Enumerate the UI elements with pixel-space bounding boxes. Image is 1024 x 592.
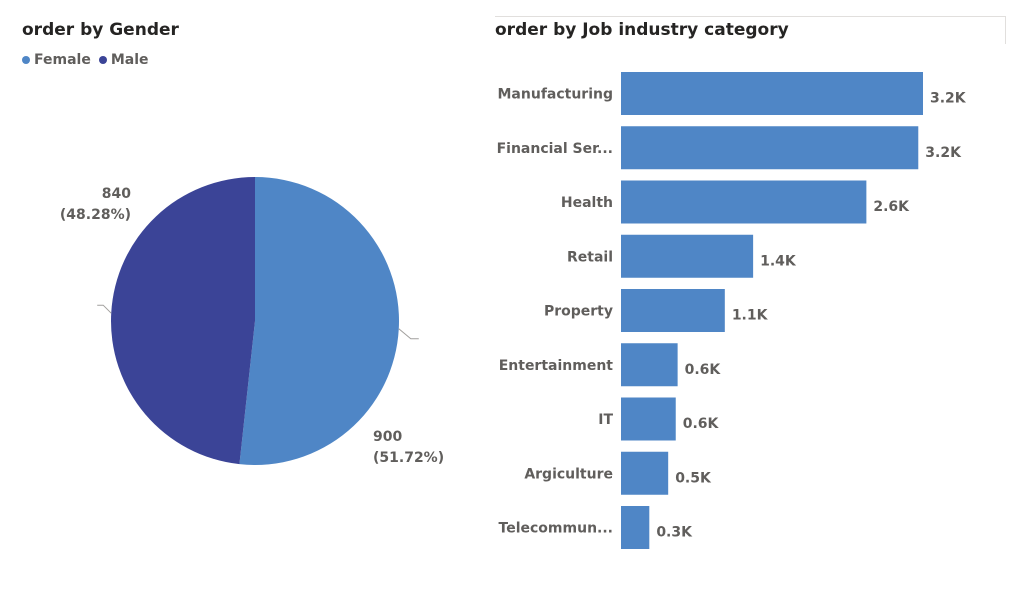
bar-category-retail: Retail (567, 249, 613, 265)
bar-category-entertainment: Entertainment (499, 358, 614, 374)
pie-slice-male (111, 177, 255, 465)
pie-slice-female (239, 177, 400, 466)
bar-category-property: Property (544, 304, 613, 320)
bar-value-manufacturing: 3.2K (930, 91, 967, 107)
legend-female-dot (22, 56, 30, 64)
legend-male-label: Male (110, 52, 149, 68)
pie-label-male-percent: (48.28%) (60, 207, 131, 223)
bar-category-it: IT (598, 412, 613, 428)
bar-manufacturing (621, 72, 923, 115)
legend-item-female[interactable]: Female (22, 52, 91, 68)
bar-it (621, 397, 676, 441)
bar-value-property: 1.1K (732, 308, 769, 324)
industry-chart-title: order by Job industry category (495, 20, 789, 40)
bar-category-telecommun: Telecommun... (499, 521, 613, 537)
bar-value-financial-ser: 3.2K (925, 145, 962, 161)
bar-argiculture (621, 451, 669, 495)
bar-value-telecommun: 0.3K (656, 525, 693, 541)
pie-leader-female (398, 328, 419, 340)
gender-legend: Female Male (22, 52, 149, 68)
bar-value-argiculture: 0.5K (675, 470, 712, 486)
visual-border-right (1005, 16, 1006, 44)
bar-financial-ser (621, 126, 919, 170)
gender-chart-title: order by Gender (22, 20, 179, 40)
bar-retail (621, 234, 754, 278)
bar-category-financial-ser: Financial Ser... (497, 141, 613, 157)
legend-male-dot (98, 56, 107, 64)
pie-leader-male (97, 304, 112, 314)
legend-item-male[interactable]: Male (98, 52, 149, 68)
bar-category-manufacturing: Manufacturing (498, 87, 614, 103)
bar-category-health: Health (561, 195, 613, 211)
bar-value-health: 2.6K (873, 199, 910, 215)
pie-label-female-value: 900 (373, 429, 402, 445)
pie-label-female-percent: (51.72%) (373, 450, 444, 466)
bar-value-it: 0.6K (683, 416, 720, 432)
bar-entertainment (621, 343, 678, 387)
legend-female-label: Female (34, 52, 91, 68)
visual-border-top (495, 16, 1005, 17)
bar-health (621, 180, 867, 224)
bar-telecommun (621, 506, 650, 549)
bar-value-entertainment: 0.6K (685, 362, 722, 378)
bar-value-retail: 1.4K (760, 253, 797, 269)
bar-property (621, 289, 725, 332)
pie-label-male-value: 840 (102, 186, 131, 202)
bar-category-argiculture: Argiculture (524, 466, 613, 482)
